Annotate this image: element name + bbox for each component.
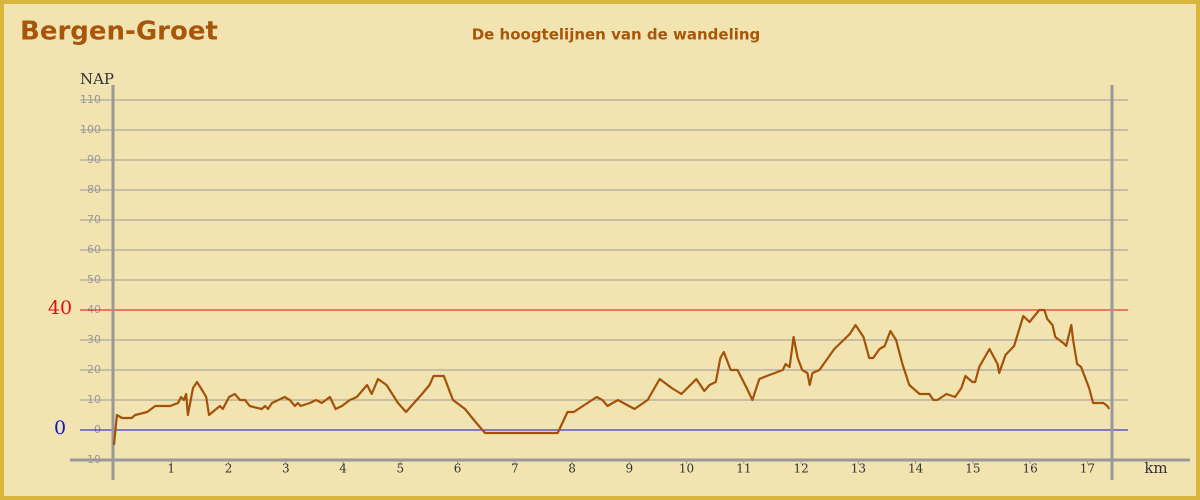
x-tick-label: 13: [851, 462, 866, 476]
x-tick-label: 7: [511, 462, 519, 476]
x-tick-label: 10: [679, 462, 694, 476]
x-tick-label: 11: [736, 462, 751, 476]
x-tick-label: 4: [339, 462, 347, 476]
y-tick-label: 10: [87, 393, 101, 406]
x-tick-label: 17: [1080, 462, 1095, 476]
y-tick-label: 60: [87, 243, 101, 256]
x-tick-label: 14: [908, 462, 924, 476]
y-tick-label: 70: [87, 213, 101, 226]
y-tick-label: 100: [80, 123, 101, 136]
x-tick-label: 3: [282, 462, 290, 476]
chart: Bergen-Groet De hoogtelijnen van de wand…: [20, 17, 1190, 480]
y-tick-label: 80: [87, 183, 101, 196]
y-tick-label: 110: [80, 93, 101, 106]
x-tick-label: 15: [965, 462, 980, 476]
reference-label: 0: [54, 417, 66, 439]
chart-subtitle: De hoogtelijnen van de wandeling: [472, 26, 761, 44]
y-axis-label: NAP: [80, 70, 114, 88]
y-tick-label: 20: [87, 363, 101, 376]
x-axis-label: km: [1144, 459, 1167, 477]
y-tick-label: 90: [87, 153, 101, 166]
x-tick-label: 2: [225, 462, 233, 476]
chart-title: Bergen-Groet: [20, 17, 218, 47]
y-tick-label: 30: [87, 333, 101, 346]
x-tick-label: 12: [793, 462, 808, 476]
x-tick-label: 6: [454, 462, 462, 476]
x-tick-label: 8: [568, 462, 576, 476]
x-tick-label: 9: [625, 462, 633, 476]
elevation-line: [112, 308, 1111, 446]
x-tick-label: 16: [1022, 462, 1037, 476]
reference-label: 40: [48, 297, 72, 319]
x-tick-label: 5: [396, 462, 404, 476]
x-tick-label: 1: [167, 462, 175, 476]
y-tick-label: 50: [87, 273, 101, 286]
